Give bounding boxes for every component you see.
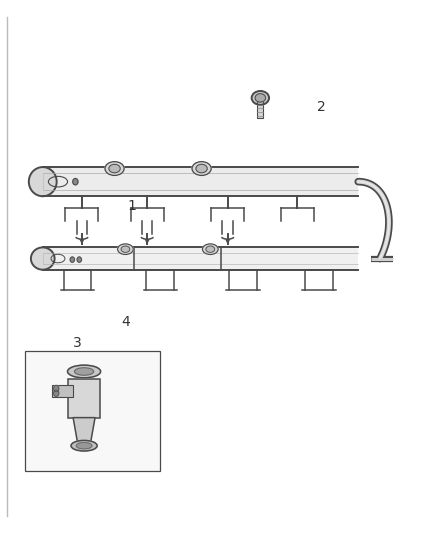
Ellipse shape xyxy=(192,161,211,175)
PathPatch shape xyxy=(73,418,95,444)
Ellipse shape xyxy=(29,167,57,196)
Text: 2: 2 xyxy=(317,100,325,115)
Bar xyxy=(25,351,160,471)
Bar xyxy=(43,247,358,270)
Bar xyxy=(68,379,100,418)
Ellipse shape xyxy=(73,179,78,185)
Bar xyxy=(52,385,73,397)
Text: 1: 1 xyxy=(127,198,136,213)
Ellipse shape xyxy=(74,368,94,375)
Ellipse shape xyxy=(196,164,207,173)
Ellipse shape xyxy=(121,246,130,252)
Text: 3: 3 xyxy=(73,336,82,350)
Ellipse shape xyxy=(109,164,120,173)
Ellipse shape xyxy=(206,246,215,252)
Ellipse shape xyxy=(117,244,133,254)
Bar xyxy=(43,167,358,196)
Ellipse shape xyxy=(77,257,81,262)
Ellipse shape xyxy=(67,365,101,378)
Ellipse shape xyxy=(53,390,59,397)
Ellipse shape xyxy=(71,440,97,451)
Ellipse shape xyxy=(105,161,124,175)
Ellipse shape xyxy=(255,94,265,102)
Bar xyxy=(257,99,263,118)
Ellipse shape xyxy=(76,442,92,449)
Ellipse shape xyxy=(31,247,55,270)
Ellipse shape xyxy=(202,244,218,254)
Ellipse shape xyxy=(252,91,269,105)
Text: 4: 4 xyxy=(121,315,130,329)
Ellipse shape xyxy=(53,385,59,392)
Ellipse shape xyxy=(70,257,74,262)
